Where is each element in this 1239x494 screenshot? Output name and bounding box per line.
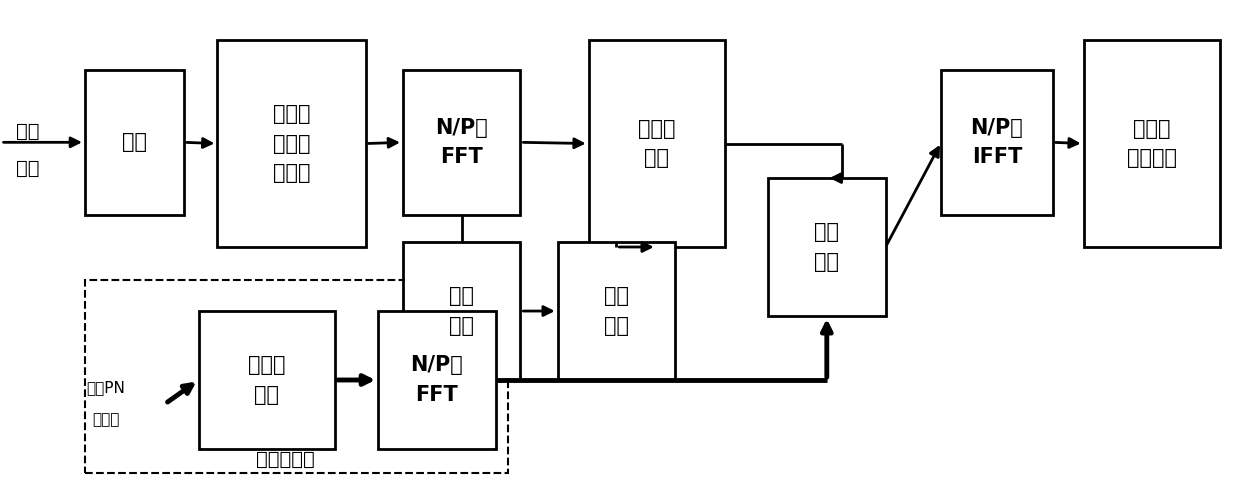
Text: 模块: 模块: [254, 385, 279, 405]
Text: 捕获判: 捕获判: [1132, 119, 1171, 139]
Text: 可预先存储: 可预先存储: [256, 450, 315, 469]
Text: 样预处: 样预处: [273, 133, 310, 154]
Text: 大谱线: 大谱线: [638, 119, 675, 139]
Text: N/P点: N/P点: [435, 118, 488, 137]
Text: 处理: 处理: [644, 148, 669, 168]
Text: IFFT: IFFT: [971, 147, 1022, 167]
Bar: [217, 40, 366, 247]
Text: 加窗: 加窗: [121, 132, 147, 152]
Text: 相乘: 相乘: [814, 252, 839, 272]
Text: 包络: 包络: [450, 286, 475, 306]
Text: 预处理: 预处理: [248, 355, 285, 375]
Bar: [1084, 40, 1219, 247]
Text: 决、验证: 决、验证: [1126, 148, 1177, 168]
Text: 检测: 检测: [450, 316, 475, 336]
Text: 序列: 序列: [16, 159, 40, 178]
Text: 码序列: 码序列: [92, 412, 120, 427]
Text: 本地PN: 本地PN: [87, 380, 125, 395]
Bar: [84, 70, 183, 215]
Bar: [403, 242, 520, 380]
Text: 输入: 输入: [16, 122, 40, 141]
Bar: [942, 70, 1053, 215]
Bar: [589, 40, 725, 247]
Bar: [198, 311, 335, 449]
Text: 理模块: 理模块: [273, 163, 310, 183]
Text: 共轭: 共轭: [814, 222, 839, 242]
Text: 生成: 生成: [603, 316, 629, 336]
Text: FFT: FFT: [415, 385, 458, 405]
Bar: [558, 242, 675, 380]
Text: 门限: 门限: [603, 286, 629, 306]
Text: N/P点: N/P点: [410, 355, 463, 375]
Text: FFT: FFT: [440, 147, 483, 167]
Bar: [84, 281, 508, 473]
Bar: [768, 178, 886, 316]
Text: N/P点: N/P点: [970, 118, 1023, 137]
Bar: [378, 311, 496, 449]
Bar: [403, 70, 520, 215]
Text: 频域抽: 频域抽: [273, 104, 310, 124]
